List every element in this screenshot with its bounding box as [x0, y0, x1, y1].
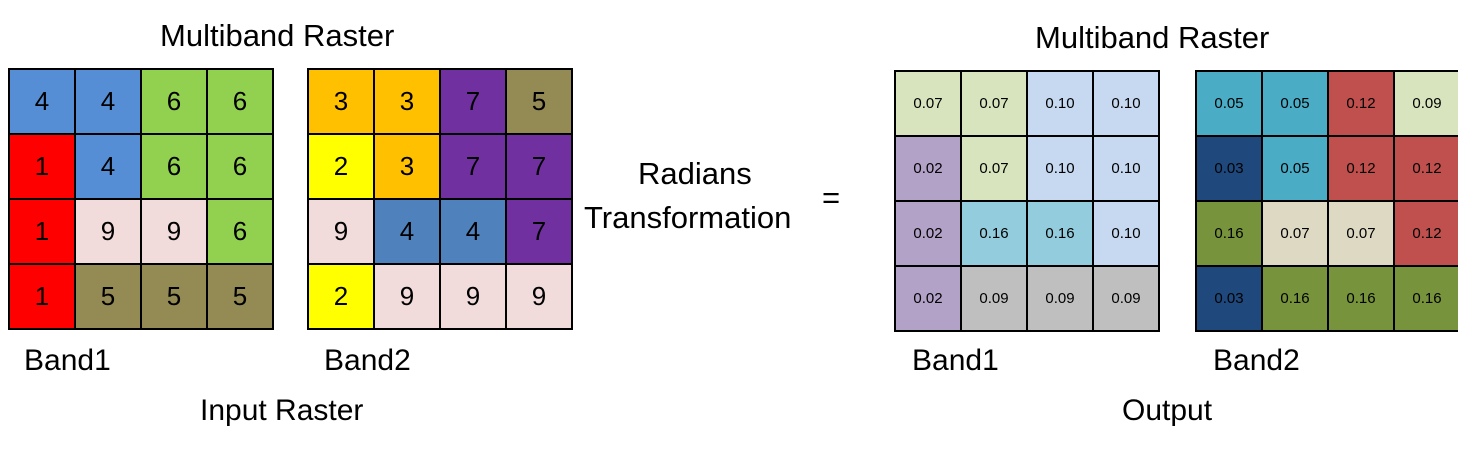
grid-cell: 0.10: [1093, 136, 1159, 201]
grid-cell: 4: [75, 134, 141, 199]
grid-cell: 0.07: [961, 136, 1027, 201]
grid-cell: 0.12: [1394, 201, 1458, 266]
grid-cell: 0.12: [1394, 136, 1458, 201]
grid-cell: 0.05: [1262, 71, 1328, 136]
grid-cell: 0.05: [1196, 71, 1262, 136]
grid-cell: 9: [506, 264, 572, 329]
grid-cell: 0.05: [1262, 136, 1328, 201]
grid-cell: 4: [9, 69, 75, 134]
output-band1-label: Band1: [912, 344, 999, 377]
grid-cell: 0.09: [1394, 71, 1458, 136]
input-band2-label: Band2: [324, 344, 411, 377]
grid-cell: 0.16: [1394, 266, 1458, 331]
grid-cell: 0.16: [1328, 266, 1394, 331]
operation-line2: Transformation: [584, 200, 792, 235]
grid-cell: 9: [141, 199, 207, 264]
grid-cell: 0.03: [1196, 136, 1262, 201]
grid-cell: 9: [75, 199, 141, 264]
grid-cell: 4: [75, 69, 141, 134]
grid-cell: 4: [374, 199, 440, 264]
grid-cell: 0.10: [1093, 201, 1159, 266]
grid-cell: 5: [207, 264, 273, 329]
grid-cell: 6: [207, 199, 273, 264]
output-band2-grid: 0.05 0.05 0.12 0.09 0.03 0.05 0.12 0.12 0.16 0.07…: [1195, 70, 1458, 332]
input-caption: Input Raster: [200, 394, 364, 427]
grid-cell: 2: [308, 134, 374, 199]
grid-cell: 6: [141, 134, 207, 199]
grid-cell: 6: [207, 69, 273, 134]
grid-cell: 1: [9, 199, 75, 264]
grid-cell: 7: [440, 134, 506, 199]
grid-cell: 0.10: [1027, 136, 1093, 201]
grid-cell: 1: [9, 134, 75, 199]
grid-cell: 6: [141, 69, 207, 134]
grid-cell: 7: [506, 199, 572, 264]
grid-cell: 3: [374, 134, 440, 199]
operation-equals: =: [822, 180, 841, 215]
grid-cell: 7: [440, 69, 506, 134]
input-band1-label: Band1: [24, 344, 111, 377]
output-caption: Output: [1122, 394, 1213, 427]
grid-cell: 0.16: [961, 201, 1027, 266]
operation-line1: Radians: [638, 156, 752, 191]
grid-cell: 5: [506, 69, 572, 134]
grid-cell: 0.07: [895, 71, 961, 136]
grid-cell: 6: [207, 134, 273, 199]
grid-cell: 0.16: [1262, 266, 1328, 331]
grid-cell: 0.09: [1027, 266, 1093, 331]
grid-cell: 0.07: [961, 71, 1027, 136]
grid-cell: 9: [374, 264, 440, 329]
grid-cell: 0.09: [961, 266, 1027, 331]
grid-cell: 0.07: [1328, 201, 1394, 266]
output-band2-label: Band2: [1213, 344, 1300, 377]
grid-cell: 5: [141, 264, 207, 329]
grid-cell: 0.16: [1196, 201, 1262, 266]
output-band1-grid: 0.07 0.07 0.10 0.10 0.02 0.07 0.10 0.10 0.02 0.16…: [894, 70, 1160, 332]
grid-cell: 0.12: [1328, 71, 1394, 136]
grid-cell: 0.10: [1093, 71, 1159, 136]
grid-cell: 0.12: [1328, 136, 1394, 201]
grid-cell: 3: [374, 69, 440, 134]
grid-cell: 7: [506, 134, 572, 199]
grid-cell: 0.02: [895, 201, 961, 266]
grid-cell: 0.03: [1196, 266, 1262, 331]
grid-cell: 4: [440, 199, 506, 264]
input-title: Multiband Raster: [160, 18, 395, 53]
grid-cell: 5: [75, 264, 141, 329]
output-title: Multiband Raster: [1035, 20, 1270, 55]
grid-cell: 2: [308, 264, 374, 329]
grid-cell: 9: [440, 264, 506, 329]
grid-cell: 0.07: [1262, 201, 1328, 266]
grid-cell: 0.02: [895, 266, 961, 331]
grid-cell: 0.10: [1027, 71, 1093, 136]
grid-cell: 0.16: [1027, 201, 1093, 266]
grid-cell: 3: [308, 69, 374, 134]
grid-cell: 0.02: [895, 136, 961, 201]
grid-cell: 9: [308, 199, 374, 264]
grid-cell: 0.09: [1093, 266, 1159, 331]
grid-cell: 1: [9, 264, 75, 329]
